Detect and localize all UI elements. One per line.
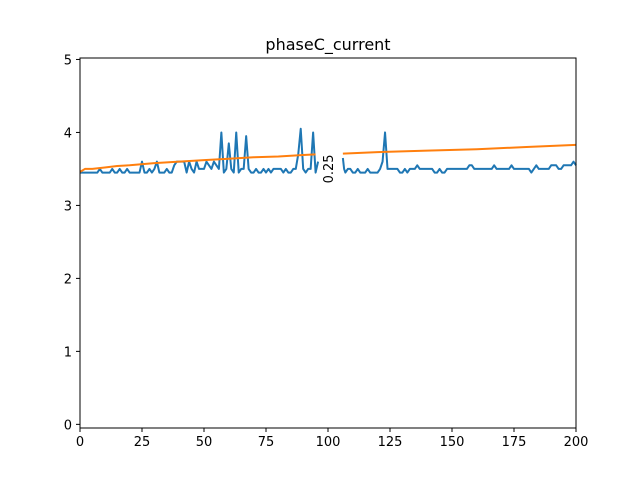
series-1-segment-0 — [79, 153, 316, 173]
x-tick-label: 125 — [378, 435, 403, 450]
series-layer — [79, 127, 577, 174]
x-tick-label: 100 — [316, 435, 341, 450]
y-axis: 0 1 2 3 4 5 — [64, 53, 80, 433]
plot-frame — [79, 57, 577, 429]
y-tick-label: 2 — [64, 272, 72, 287]
series-1-segment-1 — [342, 143, 577, 155]
x-axis: 0 25 50 75 100 125 150 175 200 — [76, 428, 589, 450]
x-tick-label: 0 — [76, 435, 84, 450]
x-tick-label: 150 — [440, 435, 465, 450]
y-tick-label: 3 — [64, 199, 72, 214]
series-0-segment-0 — [80, 127, 320, 174]
x-tick-label: 75 — [258, 435, 275, 450]
y-tick-label: 1 — [64, 345, 72, 360]
annotation-label: 0.25 — [322, 154, 337, 183]
y-tick-label: 4 — [64, 126, 72, 141]
x-tick-label: 175 — [502, 435, 527, 450]
x-tick-label: 25 — [134, 435, 151, 450]
x-tick-label: 50 — [196, 435, 213, 450]
y-tick-label: 0 — [64, 418, 72, 433]
x-tick-label: 200 — [564, 435, 589, 450]
chart-title: phaseC_current — [265, 35, 390, 55]
series-0-segment-1 — [341, 131, 577, 174]
y-tick-label: 5 — [64, 53, 72, 68]
